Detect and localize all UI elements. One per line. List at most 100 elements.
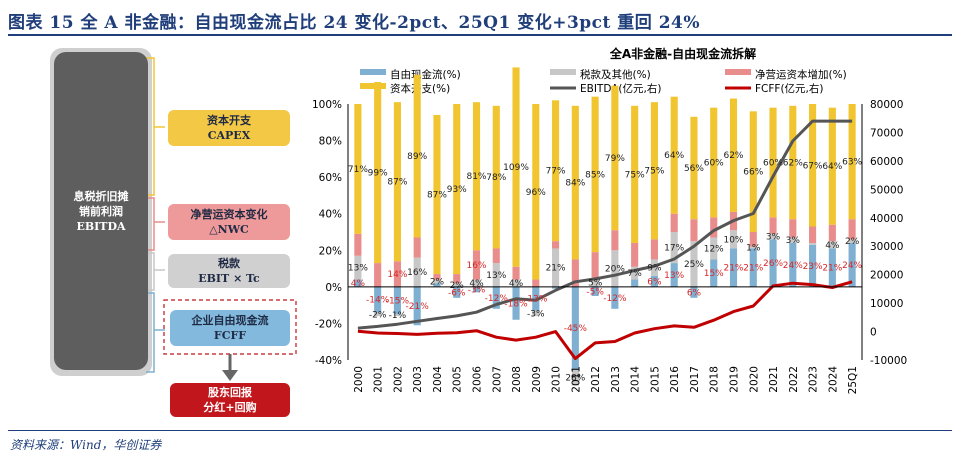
category-label: 2024: [827, 366, 839, 393]
legend-label-tax: 税款及其他(%): [580, 68, 651, 81]
bar-tax: [710, 237, 718, 260]
data-label-tax: 2%: [450, 281, 465, 291]
data-label-fcf: -3%: [468, 286, 486, 296]
bar-tax: [591, 277, 599, 287]
data-label-capex: 62%: [783, 159, 803, 169]
category-label: 2002: [392, 366, 404, 393]
bar-capex: [433, 114, 441, 275]
bar-tax: [433, 279, 441, 284]
bar-fcf: [631, 279, 639, 287]
bar-fcf: [472, 286, 481, 293]
ebitda-box: 息税折旧摊 销前利润 EBITDA: [54, 52, 148, 370]
right-tick-label: 30000: [870, 241, 903, 253]
bar-fcf: [591, 286, 599, 296]
bar-fcf: [433, 283, 441, 287]
bar-capex: [393, 102, 401, 262]
data-label-fcf: -13%: [524, 295, 548, 305]
bar-tax: [650, 259, 658, 276]
category-label: 2007: [491, 366, 503, 393]
bar-nwc: [354, 233, 362, 256]
data-label-capex: 66%: [743, 168, 763, 178]
bar-nwc: [631, 242, 639, 267]
data-label-tax: 20%: [605, 265, 625, 275]
category-label: 2009: [531, 366, 543, 393]
data-label-tax: 4%: [469, 279, 484, 289]
left-tick-label: 20%: [319, 245, 342, 257]
bar-nwc: [571, 259, 579, 287]
category-label: 2003: [412, 366, 424, 393]
data-label-capex: 67%: [803, 161, 823, 171]
category-label: 2016: [669, 366, 681, 393]
right-tick-label: -10000: [870, 355, 907, 367]
bar-capex: [710, 107, 718, 218]
data-label-fcf: 6%: [647, 277, 662, 287]
category-label: 2022: [788, 366, 800, 393]
category-label: 2013: [610, 366, 622, 393]
bar-fcf: [769, 239, 777, 287]
category-label: 2017: [689, 366, 701, 393]
data-label-fcf: 24%: [783, 261, 803, 271]
right-tick-label: 50000: [870, 184, 903, 196]
data-label-fcf: 4%: [351, 279, 366, 289]
data-label-capex: 56%: [684, 164, 704, 174]
bar-capex: [374, 82, 382, 264]
bar-nwc: [374, 263, 382, 287]
category-label: 25Q1: [847, 366, 859, 394]
bar-nwc: [690, 219, 698, 242]
bar-fcf: [393, 286, 401, 315]
data-label-capex: 78%: [486, 173, 506, 183]
left-tick-label: -40%: [315, 355, 342, 367]
capex-line-2: CAPEX: [207, 129, 251, 142]
bar-capex: [749, 111, 757, 232]
fcff-bracket: [146, 292, 155, 373]
category-label: 2006: [472, 366, 484, 393]
data-label-tax: 4%: [509, 279, 524, 289]
data-label-fcf: -5%: [586, 287, 604, 297]
bar-nwc: [492, 248, 500, 264]
right-tick-label: 10000: [870, 298, 903, 310]
data-label-tax: 5%: [588, 278, 603, 288]
bar-series: [354, 67, 856, 386]
fcff-box: 企业自由现金流 FCFF: [170, 310, 290, 346]
nwc-box: 净营运资本变化 △NWC: [168, 204, 290, 240]
data-label-tax: 28%: [565, 373, 585, 383]
data-label-capex: 93%: [447, 185, 467, 195]
category-label: 2015: [649, 366, 661, 393]
category-label: 2011: [570, 366, 582, 393]
bar-nwc: [393, 261, 401, 287]
line-series: [357, 119, 853, 361]
bar-tax: [492, 263, 500, 287]
legend-label-fcff: FCFF(亿元,右): [755, 82, 823, 95]
data-label-capex: 71%: [348, 165, 368, 175]
bar-fcf: [453, 286, 461, 298]
bar-capex: [413, 74, 421, 238]
bar-tax: [532, 310, 540, 317]
bar-nwc: [848, 219, 856, 240]
category-label: 2005: [452, 366, 464, 393]
category-label: 2010: [551, 366, 563, 393]
bar-fcf: [729, 248, 738, 287]
bar-fcf: [492, 286, 500, 309]
bar-capex: [453, 104, 461, 275]
bar-capex: [552, 100, 560, 242]
bar-fcf: [512, 286, 520, 320]
tax-line-1: 税款: [218, 257, 240, 270]
left-tick-label: 40%: [319, 209, 342, 221]
data-label-capex: 87%: [427, 191, 447, 201]
left-tick-label: 0%: [325, 282, 342, 294]
right-tick-label: 60000: [870, 156, 903, 168]
data-label-capex: 96%: [526, 188, 546, 198]
bar-capex: [611, 85, 619, 231]
data-label-capex: 109%: [503, 163, 529, 173]
line-ebitda: [357, 119, 853, 330]
bar-tax: [512, 279, 520, 287]
data-label-tax: 7%: [628, 269, 643, 279]
data-label-capex: 63%: [842, 158, 862, 168]
bar-nwc: [650, 239, 658, 260]
left-tick-label: -20%: [315, 318, 342, 330]
data-label-fcf: 6%: [687, 288, 702, 298]
bar-tax: [769, 233, 777, 240]
tax-bracket: [146, 252, 155, 291]
bar-tax: [631, 266, 639, 280]
data-label-tax: 17%: [664, 244, 684, 254]
